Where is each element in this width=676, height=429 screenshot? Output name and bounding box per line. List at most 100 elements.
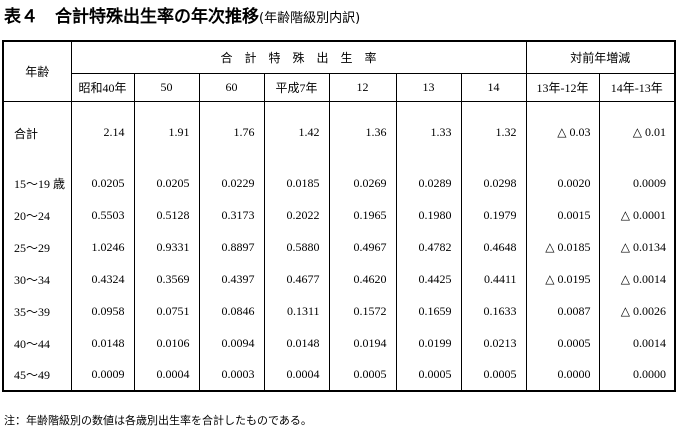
cell: △ 0.03 bbox=[525, 101, 600, 167]
column-header: 平成7年 bbox=[263, 72, 330, 102]
column-header: 14年-13年 bbox=[598, 72, 676, 102]
cell: 0.1572 bbox=[328, 295, 397, 327]
cell: 0.0229 bbox=[198, 167, 265, 199]
row-label: 45～49 bbox=[2, 359, 72, 391]
cell: △ 0.0014 bbox=[598, 263, 676, 295]
cell: 0.0185 bbox=[263, 167, 330, 199]
cell: 0.0000 bbox=[525, 359, 600, 391]
cell: 0.0205 bbox=[70, 167, 135, 199]
cell: 0.4648 bbox=[460, 231, 527, 263]
row: 45～49 0.0009 0.0004 0.0003 0.0004 0.0005 0.000… bbox=[2, 359, 676, 391]
cell: 0.4425 bbox=[395, 263, 462, 295]
cell: 0.1311 bbox=[263, 295, 330, 327]
cell: 0.4677 bbox=[263, 263, 330, 295]
row: 40～44 0.0148 0.0106 0.0094 0.0148 0.0194 0.019… bbox=[2, 327, 676, 359]
title: 表４ 合計特殊出生率の年次推移(年齢階級別内訳) bbox=[4, 2, 360, 27]
row: 30～34 0.4324 0.3569 0.4397 0.4677 0.4620 0.442… bbox=[2, 263, 676, 295]
row-label: 20～24 bbox=[2, 199, 72, 231]
cell: 0.4411 bbox=[460, 263, 527, 295]
column-header: 12 bbox=[328, 72, 397, 102]
cell: 0.0205 bbox=[133, 167, 200, 199]
row: 25～29 1.0246 0.9331 0.8897 0.5880 0.4967 0.478… bbox=[2, 231, 676, 263]
cell: 0.0020 bbox=[525, 167, 600, 199]
cell: 0.3569 bbox=[133, 263, 200, 295]
cell: 0.1659 bbox=[395, 295, 462, 327]
cell: 0.0087 bbox=[525, 295, 600, 327]
cell: 1.91 bbox=[133, 101, 200, 167]
cell: 1.32 bbox=[460, 101, 527, 167]
cell: 0.1965 bbox=[328, 199, 397, 231]
cell: 0.0213 bbox=[460, 327, 527, 359]
cell: 0.0004 bbox=[133, 359, 200, 391]
cell: 0.0106 bbox=[133, 327, 200, 359]
group-header: 対前年増減 bbox=[525, 40, 676, 74]
note: 注：年齢階級別の数値は各歳別出生率を合計したものである。 bbox=[4, 414, 312, 427]
cell: 0.0014 bbox=[598, 327, 676, 359]
cell: 0.0958 bbox=[70, 295, 135, 327]
cell: 0.0148 bbox=[70, 327, 135, 359]
cell: 0.0009 bbox=[70, 359, 135, 391]
column-header: 昭和40年 bbox=[70, 72, 135, 102]
cell: 0.4620 bbox=[328, 263, 397, 295]
row-label: 15～19 歳 bbox=[2, 167, 72, 199]
cell: 0.0269 bbox=[328, 167, 397, 199]
row-label: 35～39 bbox=[2, 295, 72, 327]
cell: 0.9331 bbox=[133, 231, 200, 263]
row-label: 30～34 bbox=[2, 263, 72, 295]
cell: 0.0199 bbox=[395, 327, 462, 359]
cell: 0.1979 bbox=[460, 199, 527, 231]
cell: 1.0246 bbox=[70, 231, 135, 263]
cell: 0.0004 bbox=[263, 359, 330, 391]
cell: 1.33 bbox=[395, 101, 462, 167]
cell: 0.0005 bbox=[328, 359, 397, 391]
cell: 1.76 bbox=[198, 101, 265, 167]
corner-header: 年齢 bbox=[2, 40, 72, 102]
cell: 0.0148 bbox=[263, 327, 330, 359]
cell: 0.0094 bbox=[198, 327, 265, 359]
column-header: 13 bbox=[395, 72, 462, 102]
cell: 0.8897 bbox=[198, 231, 265, 263]
cell: 0.1633 bbox=[460, 295, 527, 327]
cell: 0.0000 bbox=[598, 359, 676, 391]
row-label: 40～44 bbox=[2, 327, 72, 359]
cell: 0.0846 bbox=[198, 295, 265, 327]
cell: 0.4782 bbox=[395, 231, 462, 263]
row: 20～24 0.5503 0.5128 0.3173 0.2022 0.1965 0.198… bbox=[2, 199, 676, 231]
cell: △ 0.0195 bbox=[525, 263, 600, 295]
cell: 0.2022 bbox=[263, 199, 330, 231]
row-label: 25～29 bbox=[2, 231, 72, 263]
cell: 0.0003 bbox=[198, 359, 265, 391]
row: 合計 2.14 1.91 1.76 1.42 1.36 1.33 1.32 △ 0.03 △ 0.… bbox=[2, 101, 676, 167]
cell: 1.42 bbox=[263, 101, 330, 167]
row-label: 合計 bbox=[2, 101, 72, 167]
cell: 0.0751 bbox=[133, 295, 200, 327]
cell: △ 0.0185 bbox=[525, 231, 600, 263]
row: 15～19 歳 0.0205 0.0205 0.0229 0.0185 0.0269 0.0… bbox=[2, 167, 676, 199]
cell: 0.0005 bbox=[395, 359, 462, 391]
title-text: 表４ 合計特殊出生率の年次推移 bbox=[4, 7, 259, 27]
column-header: 13年-12年 bbox=[525, 72, 600, 102]
group-header: 合 計 特 殊 出 生 率 bbox=[70, 40, 527, 74]
cell: 0.0005 bbox=[460, 359, 527, 391]
column-header: 60 bbox=[198, 72, 265, 102]
cell: 0.4324 bbox=[70, 263, 135, 295]
cell: 2.14 bbox=[70, 101, 135, 167]
column-header: 50 bbox=[133, 72, 200, 102]
cell: 0.0289 bbox=[395, 167, 462, 199]
cell: 0.0009 bbox=[598, 167, 676, 199]
column-header: 14 bbox=[460, 72, 527, 102]
cell: 0.4397 bbox=[198, 263, 265, 295]
cell: 0.5128 bbox=[133, 199, 200, 231]
cell: △ 0.0134 bbox=[598, 231, 676, 263]
cell: 0.3173 bbox=[198, 199, 265, 231]
row: 35～39 0.0958 0.0751 0.0846 0.1311 0.1572 0.165… bbox=[2, 295, 676, 327]
cell: 0.1980 bbox=[395, 199, 462, 231]
cell: 0.4967 bbox=[328, 231, 397, 263]
cell: 0.0194 bbox=[328, 327, 397, 359]
table: 年齢合 計 特 殊 出 生 率対前年増減 昭和40年 50 60 平成7年 12 13 14… bbox=[2, 40, 676, 392]
cell: 0.5503 bbox=[70, 199, 135, 231]
cell: 0.0005 bbox=[525, 327, 600, 359]
cell: △ 0.0001 bbox=[598, 199, 676, 231]
cell: 0.5880 bbox=[263, 231, 330, 263]
